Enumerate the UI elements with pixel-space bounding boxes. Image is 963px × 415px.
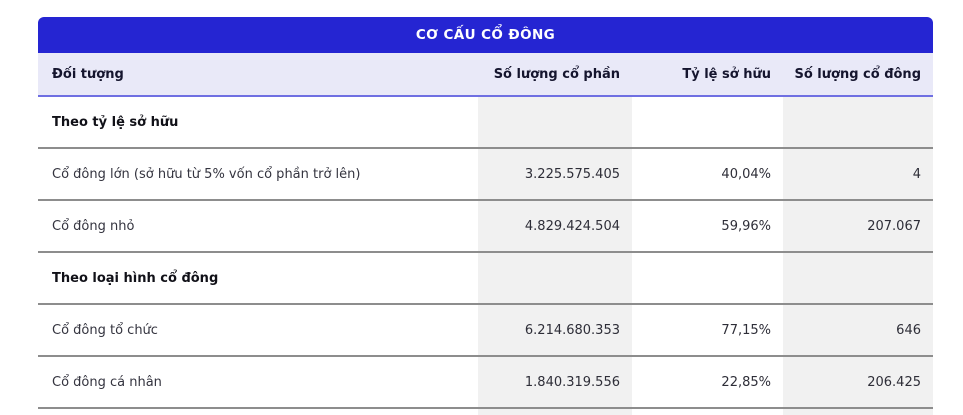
row-label: Cổ đông nhỏ (52, 218, 135, 234)
cell-holders (783, 97, 933, 147)
row-label: Theo tỷ lệ sở hữu (52, 114, 179, 130)
cell-shares (478, 253, 632, 303)
cell-holders: 207.067 (783, 201, 933, 251)
table-row-co-dong-ca-nhan: Cổ đông cá nhân 1.840.319.556 22,85% 206… (38, 357, 933, 409)
cell-holders (783, 253, 933, 303)
cell-shares: 1.840.319.556 (478, 357, 632, 407)
column-header-so-luong-co-dong: Số lượng cổ đông (794, 66, 921, 82)
column-header-so-luong-co-phan: Số lượng cổ phần (493, 66, 620, 82)
cell-ratio: 40,04% (721, 166, 771, 182)
row-label: Cổ đông tổ chức (52, 322, 158, 338)
table-row-section-theo-ty-le-so-huu: Theo tỷ lệ sở hữu (38, 97, 933, 149)
cell-holders: 206.425 (783, 357, 933, 407)
cell-holders: 646 (783, 305, 933, 355)
cell-empty (38, 409, 478, 415)
cell-shares: 3.225.575.405 (478, 149, 632, 199)
cell-shares (478, 97, 632, 147)
table-row-co-dong-to-chuc: Cổ đông tổ chức 6.214.680.353 77,15% 646 (38, 305, 933, 357)
shareholder-structure-table: CƠ CẤU CỔ ĐÔNG Đối tượng Số lượng cổ phầ… (38, 17, 933, 415)
table-header-row: Đối tượng Số lượng cổ phần Tỷ lệ sở hữu … (38, 53, 933, 97)
cell-ratio (632, 253, 783, 303)
cell-shares: 6.214.680.353 (478, 305, 632, 355)
table-title-banner: CƠ CẤU CỔ ĐÔNG (38, 17, 933, 53)
cell-empty (478, 409, 632, 415)
table-title: CƠ CẤU CỔ ĐÔNG (415, 27, 556, 43)
table-row-co-dong-lon: Cổ đông lớn (sở hữu từ 5% vốn cổ phần tr… (38, 149, 933, 201)
row-label: Cổ đông cá nhân (52, 374, 162, 390)
table-row-cutoff (38, 409, 933, 415)
row-label: Theo loại hình cổ đông (52, 270, 219, 286)
cell-empty (632, 409, 783, 415)
cell-ratio: 77,15% (721, 322, 771, 338)
cell-ratio (632, 97, 783, 147)
cell-ratio: 22,85% (721, 374, 771, 390)
cell-empty (783, 409, 933, 415)
column-header-doi-tuong: Đối tượng (52, 66, 124, 82)
table-row-co-dong-nho: Cổ đông nhỏ 4.829.424.504 59,96% 207.067 (38, 201, 933, 253)
cell-holders: 4 (783, 149, 933, 199)
column-header-ty-le-so-huu: Tỷ lệ sở hữu (682, 66, 771, 82)
row-label: Cổ đông lớn (sở hữu từ 5% vốn cổ phần tr… (52, 166, 361, 182)
cell-ratio: 59,96% (721, 218, 771, 234)
table-row-section-theo-loai-hinh-co-dong: Theo loại hình cổ đông (38, 253, 933, 305)
cell-shares: 4.829.424.504 (478, 201, 632, 251)
